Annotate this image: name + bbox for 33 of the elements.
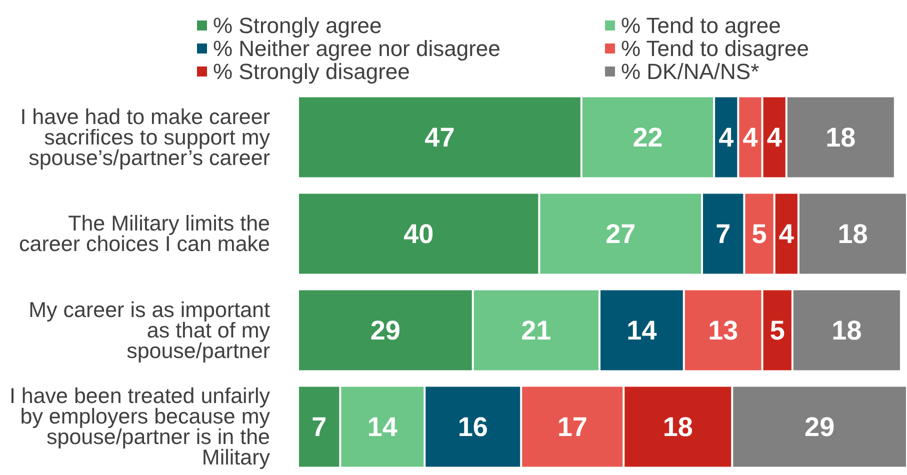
data-label: 18 <box>832 315 862 346</box>
legend-label: % Strongly agree <box>213 13 382 38</box>
data-label: 16 <box>458 412 488 442</box>
data-label: 14 <box>626 315 657 346</box>
data-label: 22 <box>632 122 663 152</box>
y-tick-label: I have had to make career sacrifices to support my spouse’s/partner’s career <box>20 104 270 170</box>
data-label: 40 <box>404 218 434 249</box>
data-label: 5 <box>752 218 767 249</box>
data-label: 29 <box>370 315 400 346</box>
data-label: 4 <box>778 218 794 249</box>
legend-label: % Strongly disagree <box>213 59 410 84</box>
data-label: 7 <box>312 412 327 442</box>
data-label: 13 <box>708 315 738 346</box>
data-label: 27 <box>606 218 636 249</box>
y-tick-label: I have been treated unfairly by employers because my spouse/partner is in the Military <box>9 384 270 470</box>
data-label: 17 <box>557 412 588 442</box>
data-label: 21 <box>521 315 552 346</box>
legend-label: % Tend to disagree <box>621 36 809 61</box>
data-label: 5 <box>770 315 785 346</box>
y-tick-label: My career is as important as that of my spouse/partner <box>28 298 270 363</box>
data-label: 4 <box>742 122 758 152</box>
data-label: 18 <box>662 412 693 442</box>
data-label: 18 <box>838 218 868 249</box>
data-label: 7 <box>716 218 731 249</box>
legend-label: % Tend to agree <box>621 13 781 38</box>
data-label: 4 <box>766 122 782 152</box>
legend-label: % DK/NA/NS* <box>621 59 760 84</box>
data-label: 18 <box>826 122 856 152</box>
data-label: 47 <box>424 122 455 152</box>
y-tick-label: The Military limits the career choices I can make <box>19 212 270 256</box>
data-label: 4 <box>718 122 734 152</box>
data-label: 14 <box>367 412 398 442</box>
data-label: 29 <box>804 412 835 442</box>
